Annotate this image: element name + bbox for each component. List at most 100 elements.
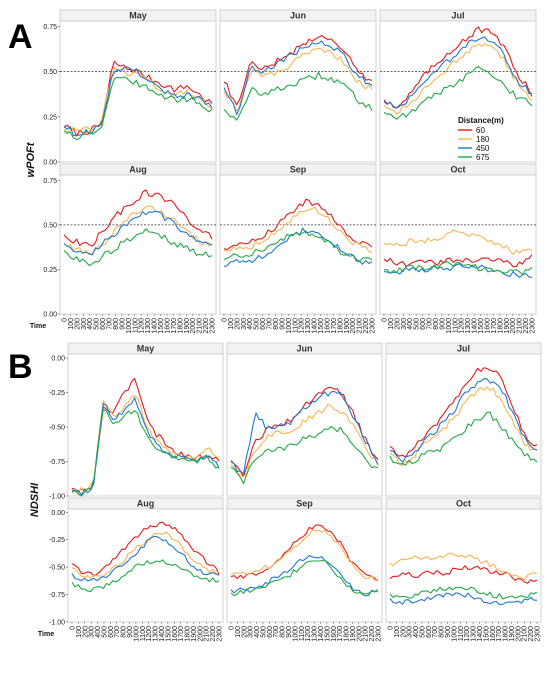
x-tick-label: 2300 — [530, 318, 537, 334]
x-tick-label: 0 — [70, 626, 77, 630]
x-tick-label: 600 — [108, 626, 115, 638]
series-line-60 — [389, 367, 538, 458]
plot-area — [59, 20, 217, 163]
x-tick-label: 400 — [254, 626, 261, 638]
series-line-60 — [223, 35, 373, 106]
x-tick-label: 100 — [394, 626, 401, 638]
x-tick-label: 1300 — [312, 626, 319, 642]
x-axis-label: Time — [38, 631, 54, 638]
y-tick-label: 0.00 — [43, 160, 57, 167]
x-tick-label: 2100 — [197, 318, 204, 334]
x-tick-label: 700 — [273, 626, 280, 638]
x-tick-label: 1500 — [165, 626, 172, 642]
facet-title: Jul — [457, 344, 470, 354]
series-line-675 — [230, 426, 379, 485]
x-tick-label: 1000 — [133, 626, 140, 642]
facet-aug: Aug -1.00 -0.75 -0.50 -0.25 0.00 0 100 200 300 400… — [38, 497, 224, 642]
x-tick-label: 2000 — [197, 626, 204, 642]
x-tick-label: 1500 — [483, 626, 490, 642]
x-tick-label: 1400 — [477, 626, 484, 642]
x-tick-label: 2100 — [204, 626, 211, 642]
panel-letter-b: B — [8, 348, 33, 386]
x-tick-label: 1900 — [350, 626, 357, 642]
x-tick-label: 1000 — [451, 626, 458, 642]
x-tick-label: 1600 — [324, 318, 331, 334]
plot-area — [219, 20, 377, 163]
x-tick-label: 500 — [260, 626, 267, 638]
series-line-675 — [389, 586, 538, 600]
series-line-180 — [383, 229, 533, 255]
facet-title: Sep — [290, 165, 307, 175]
series-line-60 — [230, 524, 379, 582]
x-tick-label: 100 — [235, 626, 242, 638]
x-tick-label: 600 — [100, 318, 107, 330]
x-tick-label: 500 — [101, 626, 108, 638]
x-tick-label: 1900 — [191, 626, 198, 642]
x-tick-label: 200 — [400, 626, 407, 638]
series-line-450 — [63, 210, 213, 256]
series-line-180 — [389, 552, 538, 581]
x-tick-label: 500 — [414, 318, 421, 330]
x-tick-label: 0 — [229, 626, 236, 630]
x-tick-label: 1300 — [305, 318, 312, 334]
plot-area — [379, 174, 537, 315]
x-tick-label: 1300 — [153, 626, 160, 642]
y-tick-label: 0.00 — [43, 312, 57, 319]
x-tick-label: 1100 — [140, 626, 147, 641]
x-tick-label: 500 — [254, 318, 261, 330]
x-tick-label: 1400 — [472, 318, 479, 334]
x-tick-label: 700 — [107, 318, 114, 330]
x-tick-label: 1500 — [318, 318, 325, 334]
x-tick-label: 1200 — [146, 626, 153, 642]
x-tick-label: 100 — [388, 318, 395, 330]
x-tick-label: 700 — [114, 626, 121, 638]
x-tick-label: 1000 — [446, 318, 453, 334]
x-tick-label: 400 — [413, 626, 420, 638]
x-tick-label: 1700 — [491, 318, 498, 334]
y-tick-label: 0.50 — [43, 222, 57, 229]
x-tick-label: 1900 — [344, 318, 351, 334]
series-line-60 — [223, 198, 373, 251]
series-line-180 — [223, 47, 373, 112]
x-tick-label: 1200 — [464, 626, 471, 642]
x-tick-label: 0 — [222, 318, 229, 322]
series-line-180 — [383, 43, 533, 115]
x-tick-label: 600 — [426, 626, 433, 638]
series-line-60 — [389, 565, 538, 584]
y-tick-label: 0.75 — [43, 178, 57, 185]
x-tick-label: 400 — [87, 318, 94, 330]
x-tick-label: 700 — [432, 626, 439, 638]
legend-entry: 450 — [476, 144, 490, 153]
series-line-450 — [389, 378, 538, 463]
facet-title: Jun — [296, 344, 312, 354]
x-tick-label: 400 — [247, 318, 254, 330]
x-tick-label: 1600 — [490, 626, 497, 642]
facet-title: May — [129, 11, 147, 21]
x-tick-label: 2000 — [190, 318, 197, 334]
y-axis-label: NDSHI — [29, 482, 41, 517]
x-tick-label: 400 — [407, 318, 414, 330]
legend-entry: 180 — [476, 135, 490, 144]
x-axis-label: Time — [30, 323, 46, 330]
series-line-450 — [223, 40, 373, 116]
y-tick-label: 0.00 — [51, 356, 65, 363]
x-tick-label: 300 — [248, 626, 255, 638]
facet-jun: Jun — [226, 342, 383, 497]
series-line-60 — [71, 521, 220, 577]
y-tick-label: 0.00 — [51, 510, 65, 517]
x-tick-label: 2200 — [203, 318, 210, 334]
x-tick-label: 1100 — [452, 318, 459, 333]
x-tick-label: 1300 — [471, 626, 478, 642]
x-tick-label: 1100 — [458, 626, 465, 641]
x-tick-label: 400 — [95, 626, 102, 638]
plot-area — [67, 508, 224, 623]
x-tick-label: 1400 — [159, 626, 166, 642]
x-tick-label: 1700 — [171, 318, 178, 334]
x-tick-label: 100 — [76, 626, 83, 638]
plot-area — [59, 174, 217, 315]
x-tick-label: 1200 — [305, 626, 312, 642]
